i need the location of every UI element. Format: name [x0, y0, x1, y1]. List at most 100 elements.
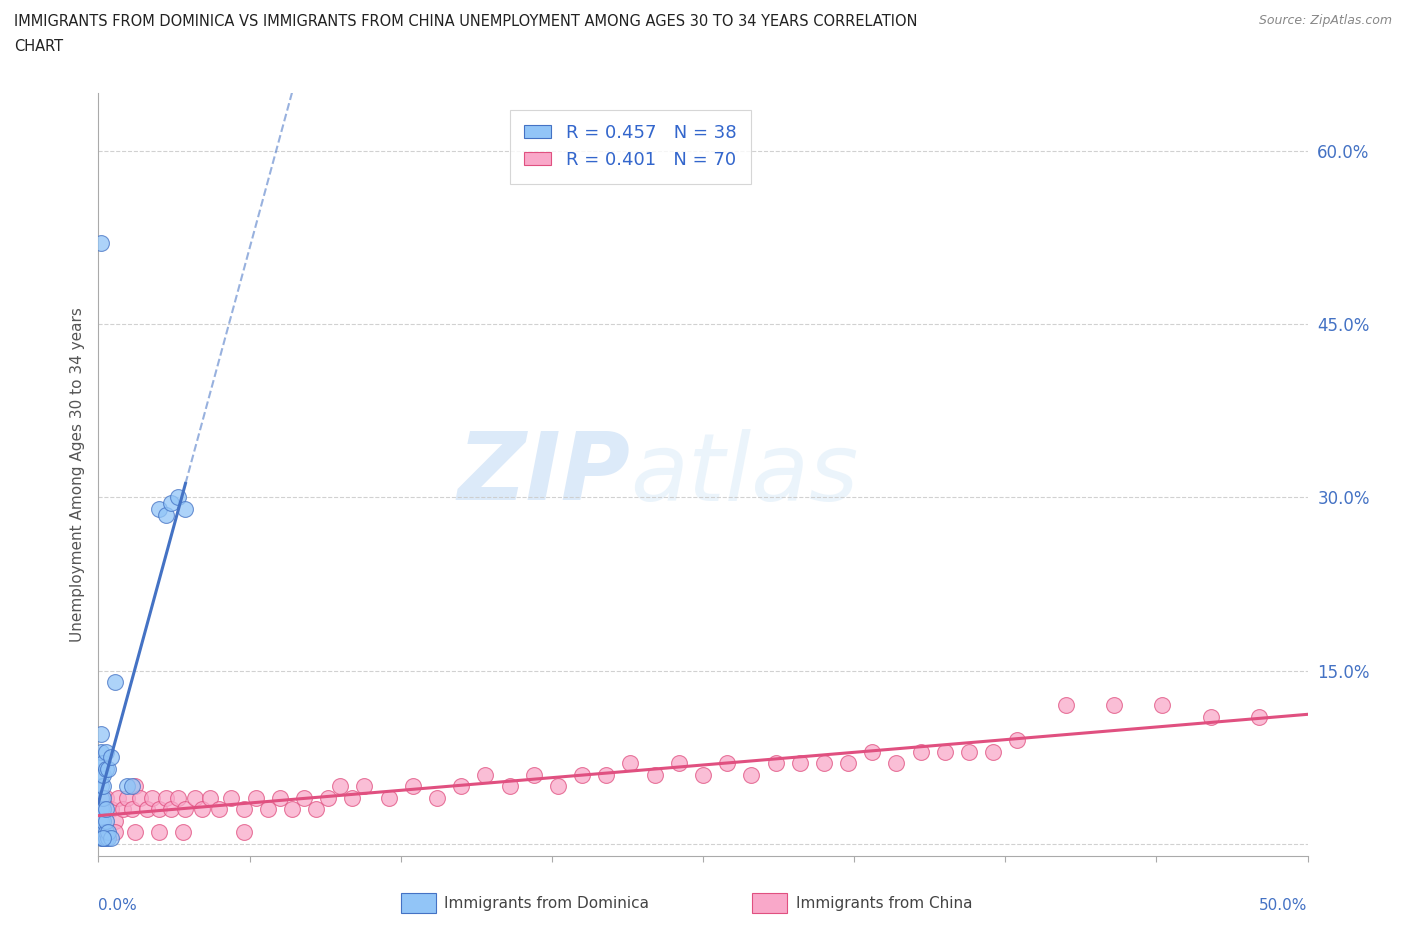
Point	[91, 830, 114, 845]
Point	[121, 802, 143, 817]
Point	[91, 830, 114, 845]
Point	[94, 830, 117, 845]
Point	[155, 507, 177, 522]
Point	[208, 802, 231, 817]
Point	[104, 825, 127, 840]
Point	[100, 750, 122, 764]
Point	[910, 744, 932, 759]
Point	[184, 790, 207, 805]
Point	[342, 790, 364, 805]
Point	[90, 825, 112, 840]
Text: 0.0%: 0.0%	[98, 897, 138, 912]
Point	[104, 675, 127, 690]
Point	[167, 790, 190, 805]
Point	[1054, 698, 1077, 712]
Point	[740, 767, 762, 782]
Point	[221, 790, 243, 805]
Point	[281, 802, 304, 817]
Text: Immigrants from China: Immigrants from China	[796, 896, 973, 910]
Point	[292, 790, 315, 805]
Point	[160, 496, 183, 511]
Point	[160, 802, 183, 817]
Point	[111, 802, 134, 817]
Point	[91, 802, 114, 817]
Point	[90, 756, 112, 771]
Legend: R = 0.457   N = 38, R = 0.401   N = 70: R = 0.457 N = 38, R = 0.401 N = 70	[510, 110, 751, 183]
Point	[1199, 710, 1222, 724]
Text: 50.0%: 50.0%	[1260, 897, 1308, 912]
Text: ZIP: ZIP	[457, 429, 630, 520]
Point	[91, 767, 114, 782]
Point	[90, 790, 112, 805]
Point	[692, 767, 714, 782]
Point	[141, 790, 163, 805]
Point	[91, 790, 114, 805]
Point	[90, 814, 112, 829]
Point	[90, 744, 112, 759]
Point	[94, 744, 117, 759]
Point	[100, 830, 122, 845]
Y-axis label: Unemployment Among Ages 30 to 34 years: Unemployment Among Ages 30 to 34 years	[69, 307, 84, 642]
Point	[90, 727, 112, 742]
Point	[571, 767, 593, 782]
Point	[91, 778, 114, 793]
Point	[957, 744, 980, 759]
Point	[94, 762, 117, 777]
Point	[353, 778, 375, 793]
Text: atlas: atlas	[630, 429, 859, 520]
Point	[121, 778, 143, 793]
Point	[90, 778, 112, 793]
Point	[124, 825, 146, 840]
Point	[100, 802, 122, 817]
Point	[97, 762, 120, 777]
Point	[245, 790, 267, 805]
Point	[94, 814, 117, 829]
Point	[107, 790, 129, 805]
Point	[256, 802, 278, 817]
Point	[1249, 710, 1271, 724]
Point	[90, 802, 112, 817]
Point	[765, 756, 787, 771]
Point	[981, 744, 1004, 759]
Point	[232, 825, 254, 840]
Point	[148, 501, 170, 516]
Point	[595, 767, 617, 782]
Text: Immigrants from Dominica: Immigrants from Dominica	[444, 896, 650, 910]
Point	[523, 767, 546, 782]
Point	[1007, 733, 1029, 748]
Point	[97, 830, 120, 845]
Point	[90, 236, 112, 251]
Point	[174, 802, 197, 817]
Point	[316, 790, 339, 805]
Point	[128, 790, 150, 805]
Point	[97, 825, 120, 840]
Point	[886, 756, 908, 771]
Point	[377, 790, 399, 805]
Point	[91, 825, 114, 840]
Point	[269, 790, 291, 805]
Point	[450, 778, 472, 793]
Point	[90, 830, 112, 845]
Point	[94, 802, 117, 817]
Text: CHART: CHART	[14, 39, 63, 54]
Point	[148, 802, 170, 817]
Point	[172, 825, 194, 840]
Point	[148, 825, 170, 840]
Point	[94, 825, 117, 840]
Point	[91, 802, 114, 817]
Point	[934, 744, 956, 759]
Point	[860, 744, 883, 759]
Point	[789, 756, 811, 771]
Point	[135, 802, 157, 817]
Point	[104, 814, 127, 829]
Point	[174, 501, 197, 516]
Point	[474, 767, 496, 782]
Point	[198, 790, 221, 805]
Point	[91, 756, 114, 771]
Point	[124, 778, 146, 793]
Point	[813, 756, 835, 771]
Point	[167, 490, 190, 505]
Point	[716, 756, 738, 771]
Point	[498, 778, 520, 793]
Point	[232, 802, 254, 817]
